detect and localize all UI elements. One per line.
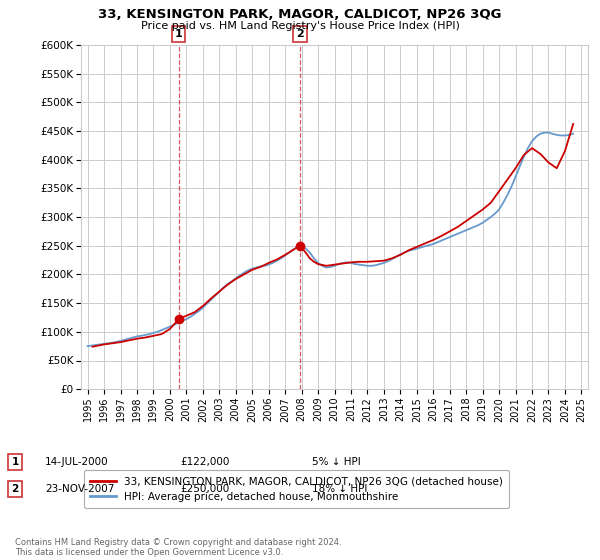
Text: 14-JUL-2000: 14-JUL-2000 xyxy=(45,457,109,467)
Text: Price paid vs. HM Land Registry's House Price Index (HPI): Price paid vs. HM Land Registry's House … xyxy=(140,21,460,31)
Text: 1: 1 xyxy=(175,29,182,39)
Text: 2: 2 xyxy=(296,29,304,39)
Legend: 33, KENSINGTON PARK, MAGOR, CALDICOT, NP26 3QG (detached house), HPI: Average pr: 33, KENSINGTON PARK, MAGOR, CALDICOT, NP… xyxy=(83,470,509,508)
Text: 23-NOV-2007: 23-NOV-2007 xyxy=(45,484,115,494)
Text: £122,000: £122,000 xyxy=(180,457,229,467)
Text: 33, KENSINGTON PARK, MAGOR, CALDICOT, NP26 3QG: 33, KENSINGTON PARK, MAGOR, CALDICOT, NP… xyxy=(98,8,502,21)
Text: 18% ↓ HPI: 18% ↓ HPI xyxy=(312,484,367,494)
Text: 1: 1 xyxy=(11,457,19,467)
Text: 2: 2 xyxy=(11,484,19,494)
Text: Contains HM Land Registry data © Crown copyright and database right 2024.
This d: Contains HM Land Registry data © Crown c… xyxy=(15,538,341,557)
Text: £250,000: £250,000 xyxy=(180,484,229,494)
Text: 5% ↓ HPI: 5% ↓ HPI xyxy=(312,457,361,467)
